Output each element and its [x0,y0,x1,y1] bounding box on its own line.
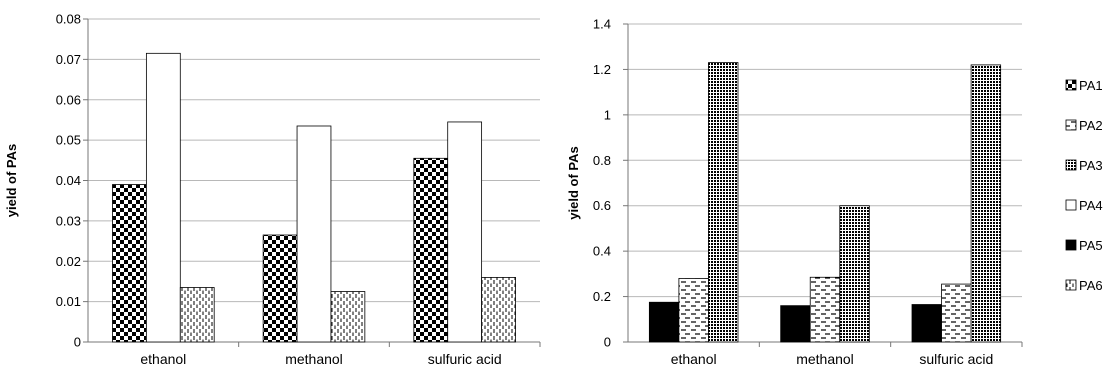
bar-pa1 [112,184,147,343]
bar-pa2 [678,277,709,343]
legend-swatch-pa2 [1065,119,1077,131]
y-tick-label: 0 [604,335,611,350]
bar-pa5 [911,304,942,343]
bar-pa3 [839,205,870,343]
y-tick-label: 1 [604,107,611,122]
y-tick-label: 0 [74,335,81,350]
x-category-label: methanol [796,351,854,367]
bar-pa5 [648,301,680,343]
bar-pa1 [413,157,449,343]
legend-label-pa6: PA6 [1079,278,1103,293]
legend-label-pa3: PA3 [1079,158,1103,173]
y-tick-label: 0.2 [593,289,611,304]
y-tick-label: 0.01 [56,294,81,309]
legend-swatch-pa5 [1065,239,1077,251]
y-axis-label: yield of PAs [566,146,581,219]
bar-pa3 [708,62,739,343]
x-category-label: ethanol [140,351,186,367]
legend-swatch-pa1 [1065,79,1077,91]
y-tick-label: 0.4 [593,244,611,259]
legend-label-pa4: PA4 [1079,198,1103,213]
y-axis-label: yield of PAs [4,144,19,217]
bar-pa6 [481,276,516,343]
y-tick-label: 0.03 [56,213,81,228]
y-tick-label: 0.07 [56,52,81,67]
y-tick-label: 0.05 [56,133,81,148]
legend-label-pa5: PA5 [1079,238,1103,253]
bar-pa1 [262,234,298,343]
bar-pa6 [330,291,366,343]
x-category-label: sulfuric acid [919,351,993,367]
legend-label-pa1: PA1 [1079,78,1103,93]
y-tick-label: 0.6 [593,198,611,213]
x-category-label: methanol [285,351,343,367]
bar-pa2 [941,283,972,343]
x-category-label: sulfuric acid [428,351,502,367]
y-tick-label: 0.06 [56,92,81,107]
y-tick-label: 1.4 [593,17,611,32]
y-tick-label: 0.04 [56,173,81,188]
legend-label-pa2: PA2 [1079,118,1103,133]
y-tick-label: 0.8 [593,153,611,168]
bar-pa4 [447,121,483,343]
right-chart: 0 0.2 0.4 0.6 0.8 1 1.2 1.4 yield of PAs ethanol m… [566,17,1103,368]
bar-pa4 [145,52,181,343]
bar-pa2 [809,276,841,343]
bar-pa3 [970,64,1002,343]
y-tick-label: 0.08 [56,12,81,27]
legend-swatch-pa4 [1065,199,1077,211]
left-chart: 0 0.01 0.02 0.03 0.04 0.05 0.06 0.07 0.08 yield o… [4,12,541,367]
y-tick-label: 1.2 [593,62,611,77]
legend-swatch-pa3 [1065,159,1077,171]
x-category-label: ethanol [671,351,717,367]
y-tick-label: 0.02 [56,254,81,269]
legend-swatch-pa6 [1065,279,1077,291]
bar-pa5 [780,305,811,343]
bar-pa6 [179,287,215,343]
bar-pa4 [296,125,332,343]
